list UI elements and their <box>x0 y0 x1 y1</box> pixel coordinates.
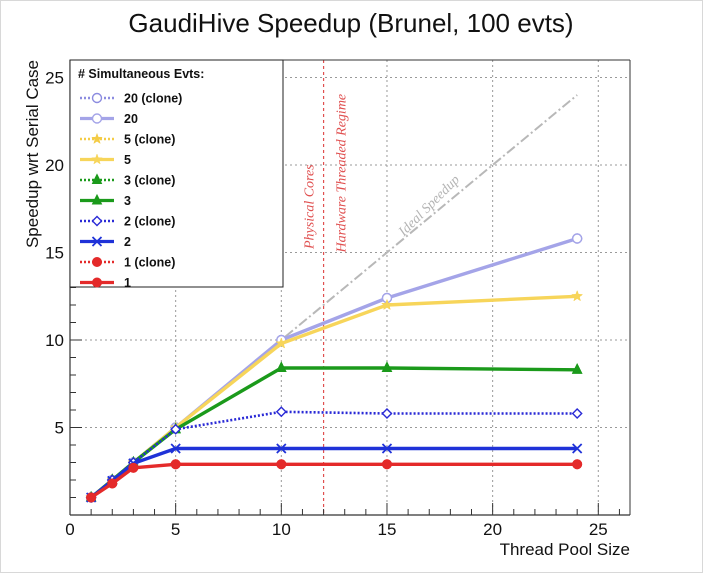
annotation-physical-cores: Physical Cores <box>303 164 318 250</box>
data-point <box>571 290 584 302</box>
x-tick-label: 15 <box>378 520 397 539</box>
x-tick-label: 25 <box>589 520 608 539</box>
legend-entry: 5 (clone) <box>80 133 175 147</box>
legend-label: 20 (clone) <box>124 92 182 106</box>
legend-swatch-marker <box>91 173 103 184</box>
legend-label: 3 <box>124 194 131 208</box>
data-point <box>381 443 393 454</box>
data-point <box>86 492 97 503</box>
legend-entry: 3 <box>80 193 131 208</box>
data-point <box>571 408 583 419</box>
x-tick-label: 10 <box>272 520 291 539</box>
y-tick-label: 15 <box>45 244 64 263</box>
data-point <box>170 459 181 470</box>
legend-entry: 1 <box>80 276 131 290</box>
legend-entry: 5 <box>80 153 131 167</box>
legend-label: 5 <box>124 153 131 167</box>
series-1 <box>86 459 583 503</box>
data-point <box>381 408 393 419</box>
data-point <box>170 423 182 435</box>
legend-entry: 1 (clone) <box>80 256 175 270</box>
chart-title: GaudiHive Speedup (Brunel, 100 evts) <box>128 8 573 38</box>
legend-label: 1 (clone) <box>124 256 175 270</box>
legend: # Simultaneous Evts: 20 (clone) 20 5 (clone… <box>69 59 284 290</box>
data-point <box>276 361 287 372</box>
data-point <box>572 443 583 454</box>
data-point <box>276 443 287 454</box>
y-tick-label: 5 <box>55 419 64 438</box>
data-point <box>107 478 118 489</box>
legend-label: 1 <box>124 276 131 290</box>
data-point <box>275 337 288 349</box>
plot-area: Physical Cores Hardware Threaded Regime Id… <box>45 59 631 539</box>
legend-swatch-marker <box>92 277 102 288</box>
legend-swatch-marker <box>91 153 103 165</box>
legend-swatch-marker <box>91 193 103 205</box>
legend-label: 20 <box>124 112 138 126</box>
annotation-hardware-threaded: Hardware Threaded Regime <box>335 94 350 254</box>
legend-entry: 2 (clone) <box>80 215 175 229</box>
x-tick-label: 5 <box>171 520 180 539</box>
data-point <box>381 361 393 372</box>
legend-entry: 20 <box>80 112 138 126</box>
legend-entry: 2 <box>80 235 131 249</box>
data-point <box>128 462 139 473</box>
legend-swatch-marker <box>91 113 103 124</box>
data-point <box>571 233 583 244</box>
legend-label: 2 <box>124 235 131 249</box>
data-point <box>170 443 181 454</box>
legend-title: # Simultaneous Evts: <box>78 67 204 81</box>
legend-swatch-marker <box>91 215 103 227</box>
data-point <box>381 459 392 470</box>
y-axis-title: Speedup wrt Serial Case <box>23 60 42 248</box>
y-tick-label: 25 <box>45 69 64 88</box>
data-point <box>275 406 287 418</box>
x-tick-label: 20 <box>483 520 502 539</box>
ideal-speedup-line <box>90 94 578 499</box>
legend-swatch-marker <box>91 92 103 104</box>
data-point <box>381 298 393 310</box>
legend-entry: 20 (clone) <box>80 92 182 106</box>
data-point <box>571 363 583 374</box>
data-point <box>276 459 287 470</box>
legend-label: 3 (clone) <box>124 174 175 188</box>
legend-swatch-marker <box>91 236 103 247</box>
y-tick-label: 10 <box>45 331 64 350</box>
legend-label: 5 (clone) <box>124 133 175 147</box>
legend-swatch-marker <box>91 132 103 144</box>
y-tick-label: 20 <box>45 156 64 175</box>
legend-swatch-marker <box>92 257 102 267</box>
x-tick-label: 0 <box>65 520 74 539</box>
x-axis-title: Thread Pool Size <box>500 540 630 559</box>
data-point <box>572 459 583 470</box>
legend-label: 2 (clone) <box>124 215 175 229</box>
legend-entry: 3 (clone) <box>80 173 175 188</box>
